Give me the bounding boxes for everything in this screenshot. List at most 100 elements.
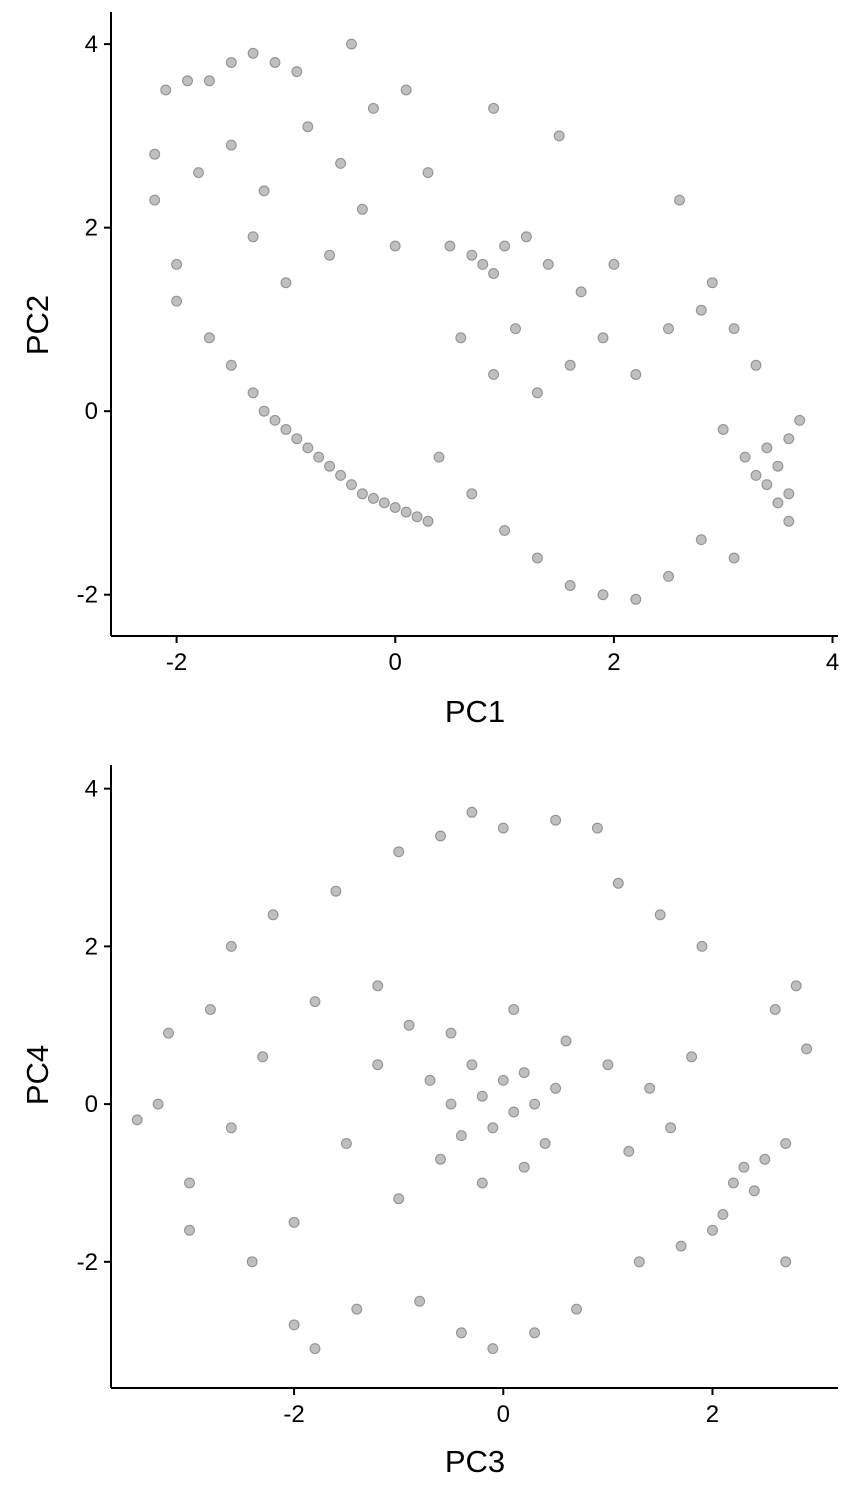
data-point xyxy=(602,1059,614,1071)
data-point xyxy=(560,1035,572,1047)
data-point xyxy=(476,1177,488,1189)
data-point xyxy=(257,1051,269,1063)
data-point xyxy=(695,534,707,546)
y-axis-title: PC4 xyxy=(20,1045,55,1105)
data-point xyxy=(750,469,762,481)
data-point xyxy=(163,1027,174,1039)
data-point xyxy=(351,1303,363,1315)
data-point xyxy=(783,488,795,500)
data-point xyxy=(269,57,281,68)
data-point xyxy=(674,194,685,206)
data-point xyxy=(182,75,193,87)
data-point xyxy=(575,286,587,298)
data-point xyxy=(508,1004,520,1015)
data-point xyxy=(225,1122,237,1134)
data-point xyxy=(356,203,368,215)
data-point xyxy=(597,589,609,601)
data-point xyxy=(411,511,423,523)
data-point xyxy=(445,1027,457,1039)
data-point xyxy=(531,552,543,564)
data-point xyxy=(772,460,784,472)
data-point xyxy=(184,1177,195,1189)
data-point xyxy=(403,1019,415,1031)
data-point xyxy=(225,139,237,151)
data-point xyxy=(269,414,281,426)
data-point xyxy=(529,1327,541,1339)
data-point xyxy=(203,75,215,87)
axes-group: -2 0 2 -2 0 2 4 xyxy=(77,765,838,1428)
data-point xyxy=(665,1122,677,1134)
data-point xyxy=(780,1138,792,1149)
data-point xyxy=(324,460,336,472)
data-point xyxy=(663,323,674,335)
data-point xyxy=(707,1224,718,1236)
data-point xyxy=(433,451,445,463)
data-point xyxy=(739,451,751,463)
y-tick-label: 0 xyxy=(85,398,98,425)
data-point xyxy=(727,1177,739,1189)
data-point xyxy=(608,258,620,270)
data-point xyxy=(346,479,357,491)
data-point xyxy=(761,479,773,491)
data-point xyxy=(748,1185,760,1197)
data-point xyxy=(335,157,347,169)
data-point xyxy=(184,1224,195,1236)
y-axis-title: PC2 xyxy=(20,295,55,355)
data-point xyxy=(591,822,603,834)
data-point xyxy=(378,497,390,509)
data-point xyxy=(367,102,379,114)
data-point xyxy=(542,258,554,270)
data-point xyxy=(246,1256,258,1268)
x-tick-label: 2 xyxy=(607,649,620,676)
y-tick-label: -2 xyxy=(77,582,98,609)
data-point xyxy=(149,148,161,160)
data-point xyxy=(193,167,204,179)
data-point xyxy=(422,515,434,527)
data-point xyxy=(518,1067,530,1079)
data-point xyxy=(160,84,172,96)
data-point xyxy=(539,1138,551,1149)
data-point xyxy=(520,231,532,243)
data-point xyxy=(324,249,336,261)
x-tick-label: -2 xyxy=(283,1401,304,1428)
data-point xyxy=(759,1153,771,1165)
data-point xyxy=(225,57,237,68)
data-point xyxy=(247,231,259,243)
data-point xyxy=(497,1074,509,1086)
data-point xyxy=(309,1343,321,1355)
data-point xyxy=(400,506,412,518)
x-axis-title: PC3 xyxy=(445,1444,505,1479)
data-point xyxy=(564,580,576,591)
data-point xyxy=(225,359,237,371)
data-point xyxy=(247,387,259,399)
y-tick-label: 0 xyxy=(85,1091,98,1118)
data-point xyxy=(790,980,802,992)
data-point xyxy=(550,814,562,826)
data-point xyxy=(510,323,521,335)
scatter-plot-pc3-pc4: -2 0 2 -2 0 2 4 PC3 PC4 xyxy=(20,765,838,1479)
data-point xyxy=(553,130,565,142)
data-point xyxy=(780,1256,792,1268)
data-point xyxy=(280,424,292,435)
data-point xyxy=(644,1082,656,1094)
data-point xyxy=(393,846,405,858)
data-point xyxy=(728,552,740,564)
data-point xyxy=(258,405,270,417)
data-point xyxy=(508,1106,520,1118)
data-point xyxy=(695,304,707,316)
data-point xyxy=(424,1074,436,1086)
data-point xyxy=(330,885,342,897)
data-point xyxy=(477,258,489,270)
data-point xyxy=(466,249,478,261)
data-point xyxy=(783,515,795,527)
data-point xyxy=(291,66,303,78)
data-point xyxy=(291,433,303,445)
data-point xyxy=(335,469,347,481)
data-point xyxy=(769,1004,781,1015)
data-point xyxy=(455,332,467,344)
x-axis-title: PC1 xyxy=(445,694,505,729)
data-point xyxy=(696,940,708,952)
data-point xyxy=(488,369,500,380)
data-point xyxy=(466,488,478,500)
